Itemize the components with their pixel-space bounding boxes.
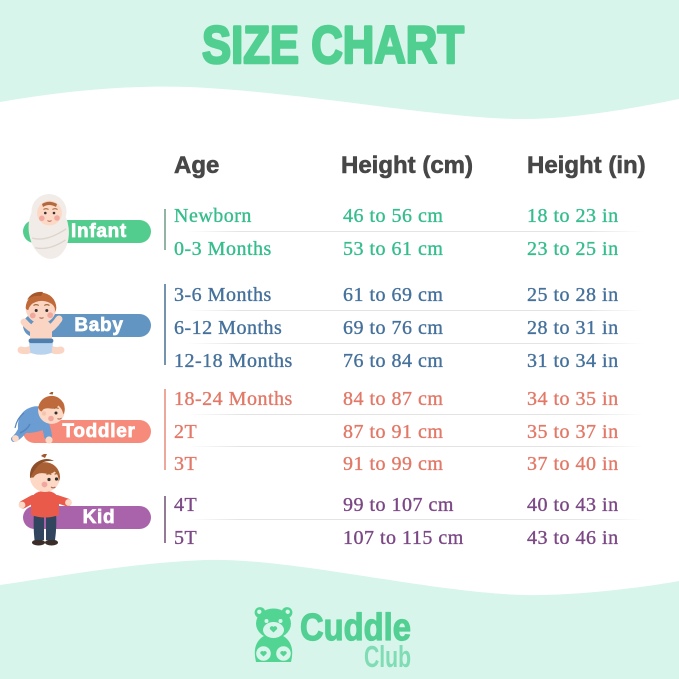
svg-text:SIZE CHART: SIZE CHART xyxy=(202,16,464,75)
svg-text:Cuddle: Cuddle xyxy=(300,607,411,649)
svg-text:Club: Club xyxy=(364,639,411,674)
